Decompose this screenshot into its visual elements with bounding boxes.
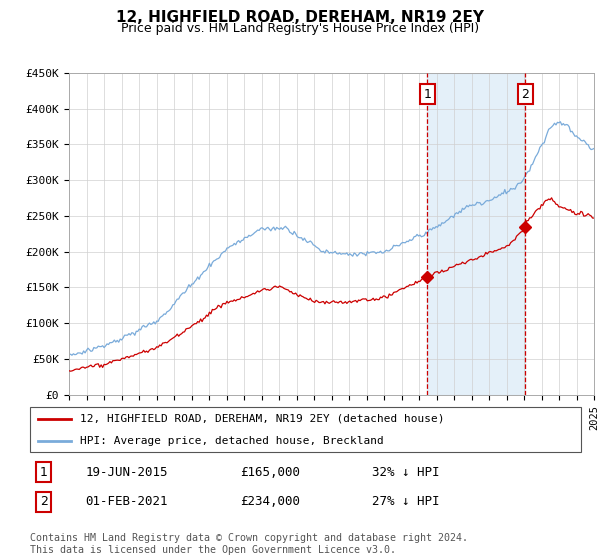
FancyBboxPatch shape [30,408,581,451]
Text: HPI: Average price, detached house, Breckland: HPI: Average price, detached house, Brec… [80,436,383,446]
Text: Contains HM Land Registry data © Crown copyright and database right 2024.
This d: Contains HM Land Registry data © Crown c… [30,533,468,555]
Text: 32% ↓ HPI: 32% ↓ HPI [372,466,440,479]
Text: 1: 1 [423,88,431,101]
Text: 19-JUN-2015: 19-JUN-2015 [85,466,168,479]
Text: 27% ↓ HPI: 27% ↓ HPI [372,495,440,508]
Text: 12, HIGHFIELD ROAD, DEREHAM, NR19 2EY: 12, HIGHFIELD ROAD, DEREHAM, NR19 2EY [116,10,484,25]
Text: 01-FEB-2021: 01-FEB-2021 [85,495,168,508]
Text: £165,000: £165,000 [240,466,300,479]
Text: 2: 2 [521,88,529,101]
Text: 2: 2 [40,495,48,508]
Text: Price paid vs. HM Land Registry's House Price Index (HPI): Price paid vs. HM Land Registry's House … [121,22,479,35]
Text: £234,000: £234,000 [240,495,300,508]
Text: 12, HIGHFIELD ROAD, DEREHAM, NR19 2EY (detached house): 12, HIGHFIELD ROAD, DEREHAM, NR19 2EY (d… [80,414,444,424]
Text: 1: 1 [40,466,48,479]
